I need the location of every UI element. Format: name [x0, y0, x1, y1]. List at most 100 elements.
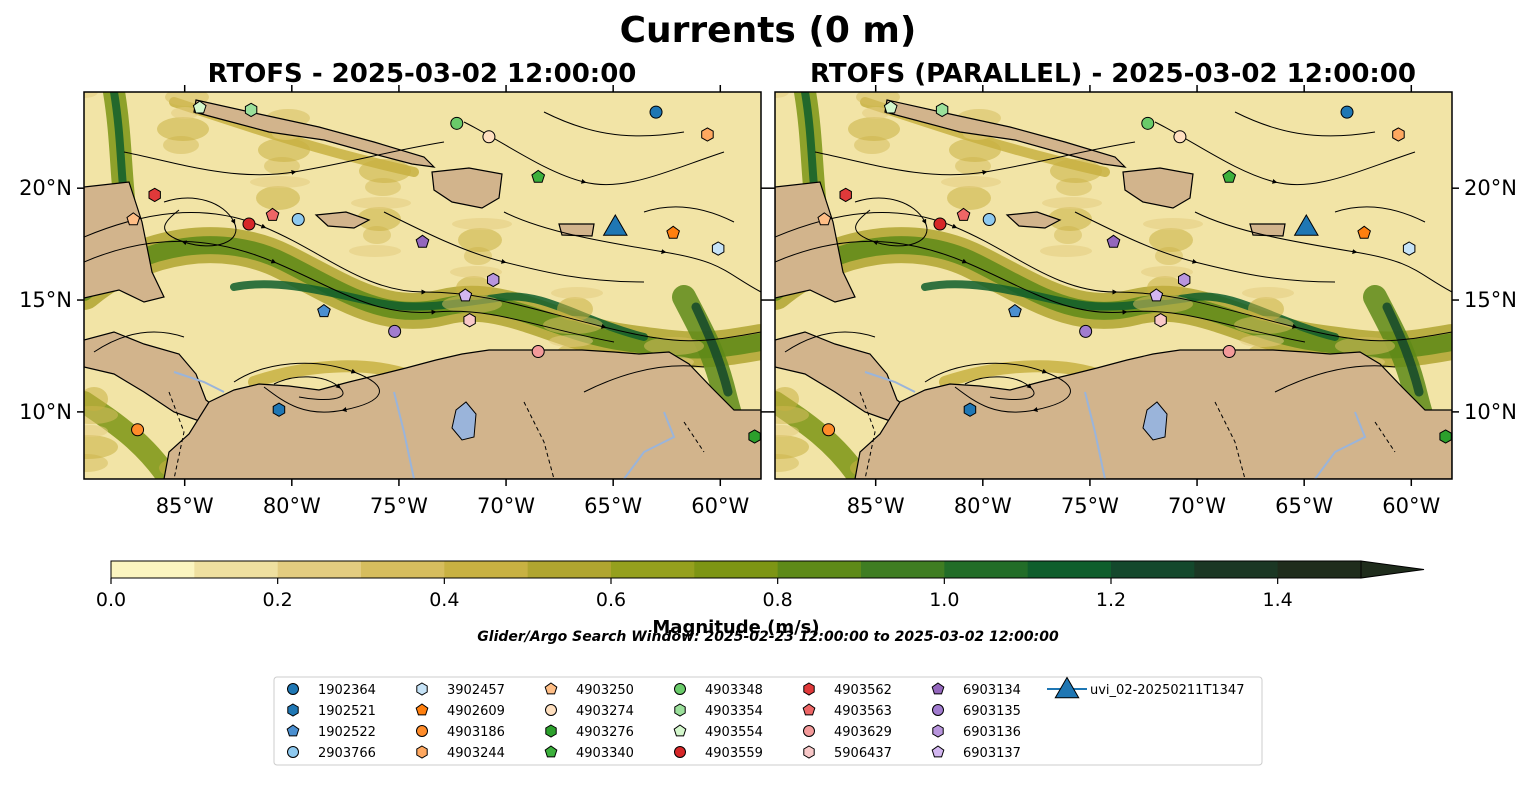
platform-marker-6903137 [458, 288, 473, 302]
lon-tick-label: 85°W [847, 494, 905, 518]
streamline [1274, 365, 1396, 393]
legend-label: 6903135 [963, 704, 1021, 719]
landmass [1122, 167, 1194, 209]
platform-marker-1902522 [317, 303, 331, 318]
legend-marker [287, 683, 299, 695]
platform-marker-4903244 [1392, 127, 1405, 142]
legend-marker [803, 725, 815, 737]
speed-patch [84, 92, 98, 98]
colorbar-tick-label: 0.4 [429, 589, 459, 611]
colorbar-tick-label: 0.6 [596, 589, 626, 611]
speed-patch [256, 186, 300, 210]
legend-label: 3902457 [447, 683, 505, 698]
legend-label: 4903563 [834, 704, 892, 719]
panel-title-rtofs-parallel: RTOFS (PARALLEL) - 2025-03-02 12:00:00 [810, 59, 1416, 89]
platform-marker-4903276 [748, 429, 761, 444]
legend-label: uvi_02-20250211T1347 [1090, 683, 1244, 698]
legend-label: 5906437 [834, 746, 892, 761]
speed-patch [1050, 159, 1102, 183]
speed-patch [84, 435, 118, 459]
river [1084, 391, 1106, 479]
colorbar-label: Magnitude (m/s) [652, 617, 819, 638]
streamline [643, 206, 735, 223]
landmass [84, 181, 165, 303]
speed-patch [557, 297, 593, 321]
platform-marker-4903554 [192, 100, 207, 114]
legend-marker [674, 703, 686, 717]
legend-label: 4903276 [576, 725, 634, 740]
colorbar-segment [777, 561, 862, 578]
legend-label: 1902364 [318, 683, 376, 698]
colorbar-segment [361, 561, 445, 578]
legend-marker [544, 745, 558, 758]
platform-marker-3902457 [711, 241, 725, 256]
legend-label: 2903766 [318, 746, 376, 761]
colorbar-tick-label: 1.2 [1096, 589, 1126, 611]
legend-label: 4903244 [447, 746, 505, 761]
lon-tick-label: 65°W [1275, 494, 1333, 518]
legend-label: 4903559 [705, 746, 763, 761]
border [859, 391, 1396, 479]
colorbar-segment [277, 561, 362, 578]
legend-marker [803, 745, 815, 759]
legend-marker [932, 724, 944, 738]
lon-tick-label: 80°W [263, 494, 321, 518]
colorbar-segment [1277, 561, 1362, 578]
speed-patch [1143, 218, 1203, 230]
platform-marker-1902364 [649, 105, 663, 119]
speed-patch [1149, 228, 1193, 252]
platform-marker-6903134 [415, 234, 430, 248]
platform-marker-4903562 [148, 187, 161, 203]
colorbar-tick-label: 0.8 [763, 589, 793, 611]
speed-patch [351, 197, 411, 209]
legend-marker [674, 746, 686, 758]
map-frame [774, 91, 1453, 480]
landmass [775, 181, 856, 303]
legend-label: 4903186 [447, 725, 505, 740]
lon-tick-label: 60°W [1382, 494, 1440, 518]
speed-patch [1240, 335, 1284, 347]
colorbar-segment [444, 561, 529, 578]
lon-tick-label: 75°W [370, 494, 428, 518]
colorbar-tick-label: 0.2 [263, 589, 293, 611]
colorbar: 0.0 0.2 0.4 0.6 0.8 1.0 1.2 1.4 [96, 560, 1425, 611]
platform-marker-4903250 [126, 212, 141, 226]
streamline [543, 111, 685, 137]
platform-marker-5906437 [463, 313, 476, 328]
streamline [964, 376, 1035, 401]
river [173, 371, 225, 393]
streamline [1074, 211, 1336, 283]
legend-label: 4903562 [834, 683, 892, 698]
platform-marker-6903134 [1106, 234, 1121, 248]
speed-patch [1335, 337, 1395, 355]
platform-marker-2903766 [982, 213, 996, 227]
streamline [233, 362, 380, 413]
platform-marker-4903562 [839, 187, 852, 203]
streamline [383, 211, 645, 283]
speed-patch [171, 107, 199, 119]
colorbar-segment [1111, 561, 1195, 578]
map-panel-rtofs-parallel: 85°W 80°W 75°W 70°W 65°W 60°W 10°N 15°N 20°N [768, 85, 1517, 518]
streamline [503, 211, 761, 293]
legend-marker [416, 725, 428, 737]
platform-marker-4903274 [482, 130, 496, 144]
legend-label: 6903137 [963, 746, 1021, 761]
platform-marker-4903563 [956, 207, 971, 221]
streamline [163, 197, 237, 247]
legend-marker [1054, 676, 1080, 699]
panel-title-rtofs: RTOFS - 2025-03-02 12:00:00 [208, 59, 637, 89]
speed-patch [848, 117, 900, 141]
speed-patch [452, 218, 512, 230]
legend-marker [545, 704, 557, 716]
legend-label: 6903134 [963, 683, 1021, 698]
legend-label: 4903354 [705, 704, 763, 719]
platform-marker-4903559 [933, 217, 947, 231]
streamline [93, 331, 185, 353]
platform-marker-4903554 [883, 100, 898, 114]
legend-marker [544, 682, 558, 695]
lon-tick-label: 70°W [477, 494, 535, 518]
platform-marker-5906437 [1154, 313, 1167, 328]
platform-marker-4903354 [244, 102, 258, 118]
legend-marker [803, 682, 815, 696]
colorbar-frame [110, 560, 1362, 579]
